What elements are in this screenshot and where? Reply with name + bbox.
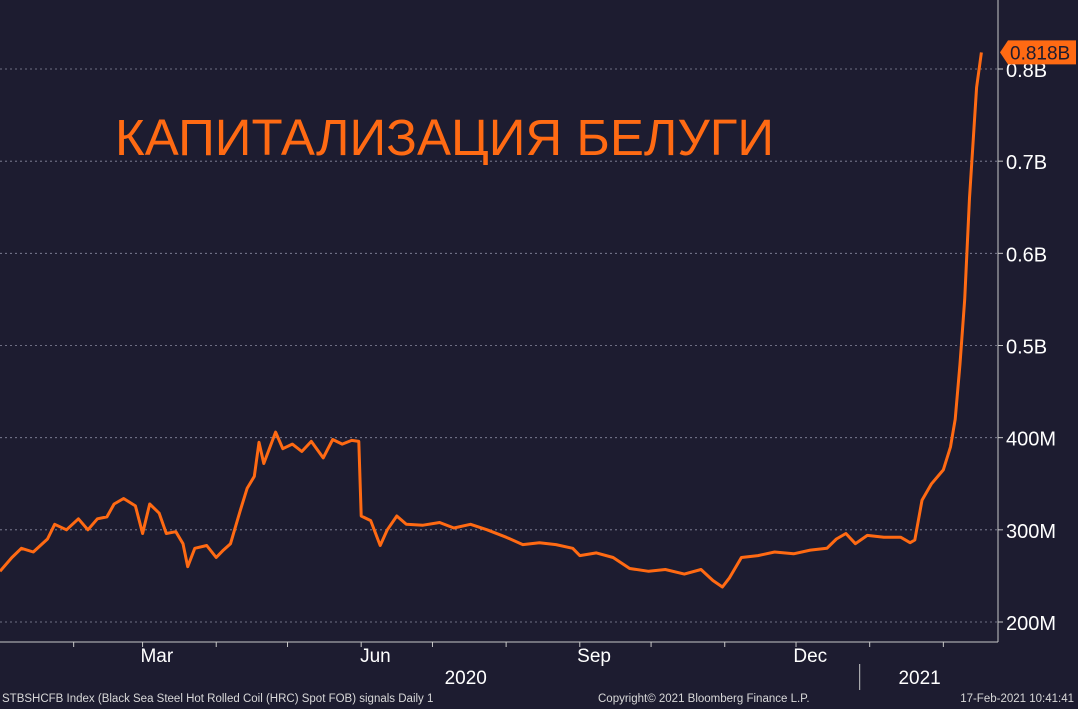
footer-copyright: Copyright© 2021 Bloomberg Finance L.P.	[598, 693, 810, 705]
y-tick-label: 400M	[1006, 429, 1056, 451]
series-line	[0, 52, 983, 589]
y-tick-label: 0.5B	[1006, 337, 1047, 359]
last-value-marker: 0.818B	[1000, 40, 1076, 65]
last-value-badge	[1000, 40, 1076, 65]
last-value-label: 0.818B	[1010, 43, 1070, 64]
y-tick-label: 200M	[1006, 613, 1056, 635]
footer-source: STBSHCFB Index (Black Sea Steel Hot Roll…	[2, 693, 434, 705]
x-tick-label: Dec	[793, 646, 827, 667]
x-tick-layer: Mar Jun Sep Dec 2020 2021	[73, 642, 944, 690]
footer: STBSHCFB Index (Black Sea Steel Hot Roll…	[0, 690, 1078, 709]
y-tick-label: 300M	[1006, 521, 1056, 543]
footer-timestamp: 17-Feb-2021 10:41:41	[960, 693, 1074, 705]
chart-title: КАПИТАЛИЗАЦИЯ БЕЛУГИ	[115, 109, 774, 166]
series-layer	[0, 52, 983, 589]
y-tick-label: 0.8B	[1006, 60, 1047, 82]
y-tick-layer: 200M 300M 400M 0.5B 0.6B 0.7B 0.8B	[998, 60, 1056, 635]
x-tick-label: Sep	[577, 646, 611, 667]
y-tick-label: 0.6B	[1006, 244, 1047, 266]
y-tick-label: 0.7B	[1006, 152, 1047, 174]
x-year-label: 2020	[445, 668, 487, 689]
x-year-label: 2021	[898, 668, 940, 689]
x-tick-label: Jun	[360, 646, 391, 667]
x-tick-label: Mar	[140, 646, 173, 667]
